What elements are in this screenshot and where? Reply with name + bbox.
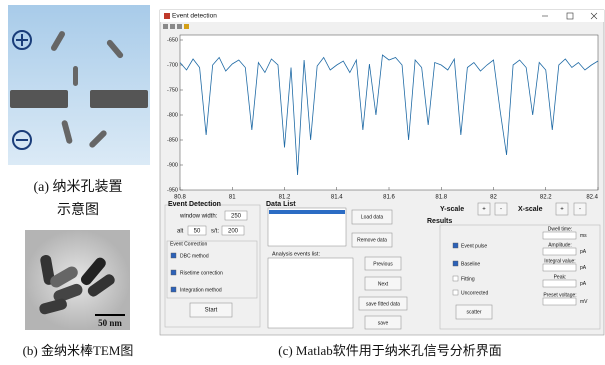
- x-tick-label: 82: [490, 195, 497, 201]
- y-tick-label: -800: [167, 112, 178, 118]
- x-tick-label: 81.6: [383, 195, 395, 201]
- tem-image: [25, 230, 130, 330]
- group-title: Event Detection: [168, 201, 221, 208]
- checkbox-label: Fitting: [461, 276, 475, 282]
- button-label: save fitted data: [366, 301, 400, 307]
- input-value: 250: [231, 214, 242, 220]
- y-tick-label: -650: [167, 37, 178, 43]
- x-tick-label: 81: [229, 195, 236, 201]
- nanopore-schematic: [8, 5, 150, 165]
- input[interactable]: [543, 280, 576, 287]
- figure: (a) 纳米孔装置 示意图 50 nm (b) 金纳米棒TEM图 (c) Mat…: [0, 0, 605, 365]
- caption: (b) 金纳米棒TEM图: [23, 343, 134, 358]
- x-tick-label: 80.8: [174, 195, 186, 201]
- group-title: Data List: [266, 201, 296, 208]
- button-label: Remove data: [357, 237, 387, 243]
- button-label: scatter: [466, 309, 481, 315]
- unit: pA: [580, 281, 587, 287]
- y-tick-label: -900: [167, 162, 178, 168]
- checkbox-label: Uncorrected: [461, 290, 488, 296]
- input[interactable]: [543, 248, 576, 255]
- y-tick-label: -850: [167, 137, 178, 143]
- label: s/t:: [211, 229, 219, 235]
- button-label: Load data: [361, 214, 383, 220]
- label: Y-scale: [440, 206, 464, 213]
- checkbox[interactable]: [171, 287, 176, 292]
- checkbox[interactable]: [171, 270, 176, 275]
- field-label: Integral value:: [544, 258, 575, 264]
- checkbox[interactable]: [453, 243, 458, 248]
- x-tick-label: 81.2: [279, 195, 291, 201]
- checkbox[interactable]: [453, 276, 458, 281]
- button-label: save: [378, 320, 389, 326]
- button-label: -: [500, 207, 502, 213]
- y-tick-label: -950: [167, 187, 178, 193]
- input-value: 50: [194, 229, 201, 235]
- unit: ms: [580, 233, 587, 239]
- input[interactable]: [543, 264, 576, 271]
- listbox[interactable]: [268, 258, 353, 328]
- checkbox-label: Integration method: [180, 287, 222, 293]
- field-label: Dwell time:: [548, 226, 572, 232]
- caption: (c) Matlab软件用于纳米孔信号分析界面: [278, 343, 502, 358]
- field-label: Preset voltage:: [543, 292, 576, 298]
- button-label: -: [579, 207, 581, 213]
- label: X-scale: [518, 206, 543, 213]
- unit: mV: [580, 299, 588, 305]
- button-label: +: [482, 207, 486, 213]
- scale-bar: 50 nm: [98, 318, 122, 328]
- x-tick-label: 81.4: [331, 195, 343, 201]
- button-label: Start: [205, 308, 218, 314]
- group-title: Event Correction: [170, 241, 207, 247]
- list-selection: [269, 210, 345, 214]
- unit: pA: [580, 265, 587, 271]
- input[interactable]: [543, 232, 576, 239]
- checkbox-label: DBC method: [180, 253, 209, 259]
- input[interactable]: [543, 298, 576, 305]
- label: alt: [177, 229, 184, 235]
- unit: pA: [580, 249, 587, 255]
- caption: (a) 纳米孔装置: [33, 179, 122, 195]
- caption: 示意图: [57, 201, 99, 218]
- label: window width:: [179, 214, 218, 220]
- y-tick-label: -700: [167, 62, 178, 68]
- checkbox[interactable]: [453, 261, 458, 266]
- label: Analysis events list:: [272, 251, 320, 257]
- button-label: Previous: [373, 261, 393, 267]
- group-title: Results: [427, 218, 452, 225]
- x-tick-label: 82.4: [586, 195, 598, 201]
- input-value: 200: [228, 229, 239, 235]
- checkbox[interactable]: [171, 253, 176, 258]
- field-label: Amplitude:: [548, 242, 572, 248]
- button-label: +: [560, 207, 564, 213]
- button-label: Next: [378, 281, 389, 287]
- checkbox[interactable]: [453, 290, 458, 295]
- x-tick-label: 82.2: [540, 195, 552, 201]
- checkbox-label: Baseline: [461, 261, 480, 267]
- checkbox-label: Risetime correction: [180, 270, 223, 276]
- x-tick-label: 81.8: [435, 195, 447, 201]
- window-title: Event detection: [172, 13, 217, 20]
- checkbox-label: Event pulse: [461, 243, 487, 249]
- y-tick-label: -750: [167, 87, 178, 93]
- field-label: Peak:: [554, 274, 567, 280]
